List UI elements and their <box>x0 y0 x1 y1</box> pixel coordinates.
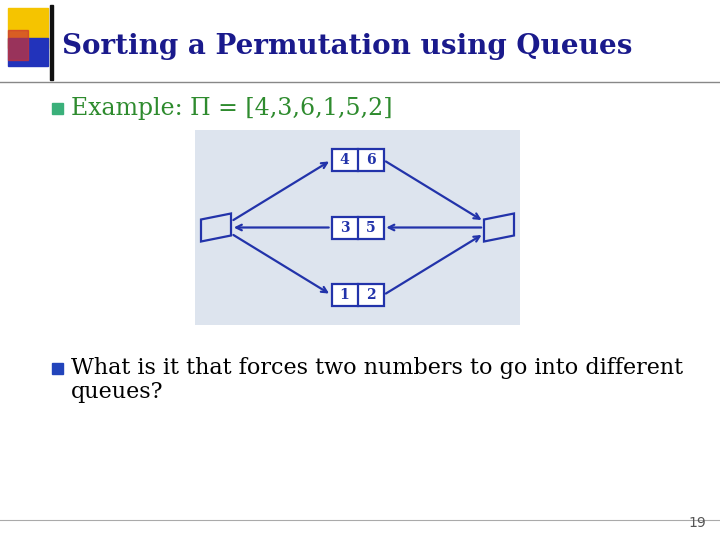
Bar <box>8 38 48 66</box>
Bar <box>52 363 63 374</box>
Text: 4: 4 <box>340 153 349 167</box>
Text: 3: 3 <box>340 220 349 234</box>
Text: 19: 19 <box>688 516 706 530</box>
Text: Sorting a Permutation using Queues: Sorting a Permutation using Queues <box>62 32 632 59</box>
Text: 2: 2 <box>366 288 375 302</box>
Bar <box>331 217 384 239</box>
Bar <box>52 103 63 114</box>
Bar <box>331 149 384 171</box>
Text: queues?: queues? <box>71 381 163 403</box>
Text: Example: Π = [4,3,6,1,5,2]: Example: Π = [4,3,6,1,5,2] <box>71 97 392 119</box>
Bar <box>50 5 53 80</box>
Text: 5: 5 <box>366 220 375 234</box>
Bar <box>8 8 48 48</box>
Text: 1: 1 <box>340 288 349 302</box>
Bar <box>331 284 384 306</box>
Text: 6: 6 <box>366 153 375 167</box>
Text: What is it that forces two numbers to go into different: What is it that forces two numbers to go… <box>71 357 683 379</box>
Bar <box>195 130 520 325</box>
Bar <box>8 30 28 60</box>
